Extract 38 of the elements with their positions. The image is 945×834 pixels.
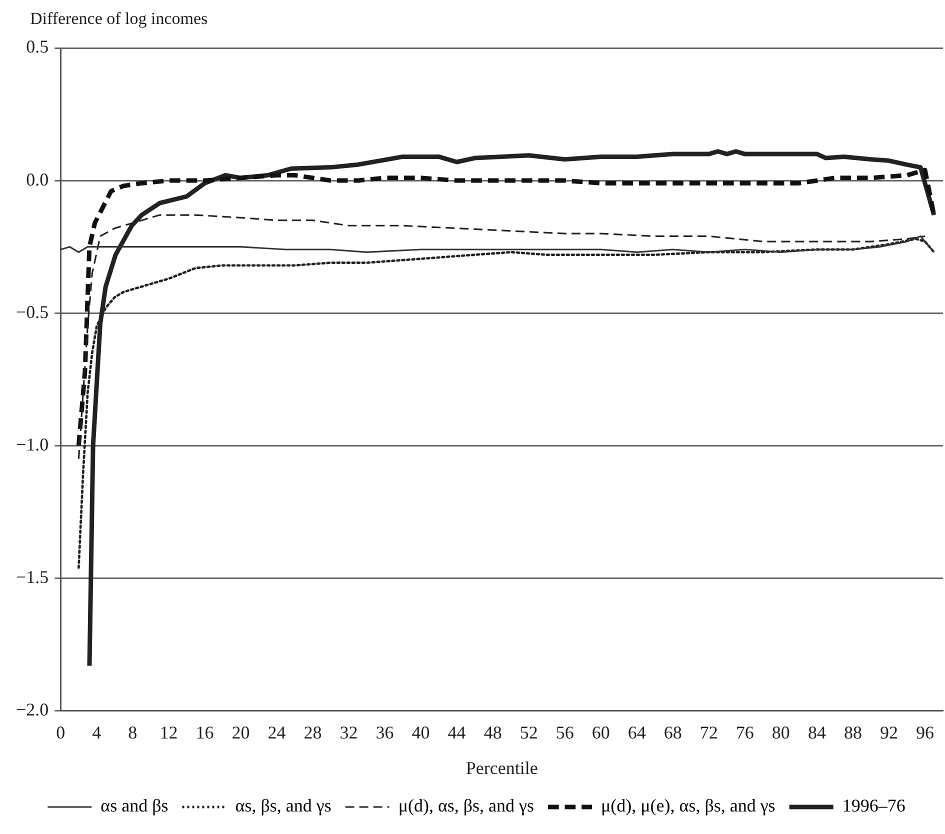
- y-tick-label: 0.0: [26, 169, 49, 190]
- x-tick-label: 40: [412, 722, 430, 742]
- legend-label: αs, βs, and γs: [235, 796, 332, 816]
- x-tick-label: 20: [232, 722, 250, 742]
- x-tick-label: 96: [916, 722, 934, 742]
- x-tick-label: 56: [556, 722, 574, 742]
- legend-label: 1996–76: [842, 796, 906, 816]
- x-tick-label: 48: [484, 722, 502, 742]
- x-tick-label: 8: [128, 722, 138, 742]
- x-tick-label: 88: [844, 722, 862, 742]
- legend-label: μ(d), αs, βs, and γs: [398, 796, 534, 816]
- x-tick-label: 92: [880, 722, 898, 742]
- x-tick-label: 60: [592, 722, 610, 742]
- x-tick-label: 44: [448, 722, 466, 742]
- x-tick-label: 36: [376, 722, 394, 742]
- x-tick-label: 68: [664, 722, 682, 742]
- x-tick-label: 28: [304, 722, 322, 742]
- y-axis-title: Difference of log incomes: [30, 9, 208, 28]
- y-tick-label: −1.5: [16, 566, 49, 587]
- x-axis-title: Percentile: [466, 758, 538, 778]
- x-tick-label: 52: [520, 722, 538, 742]
- x-tick-label: 76: [736, 722, 754, 742]
- x-tick-label: 72: [700, 722, 718, 742]
- x-tick-label: 84: [808, 722, 826, 742]
- y-tick-label: −2.0: [16, 700, 49, 720]
- y-tick-label: 0.5: [26, 36, 49, 57]
- x-tick-label: 0: [56, 722, 66, 742]
- x-tick-label: 4: [92, 722, 102, 742]
- x-tick-label: 12: [160, 722, 178, 742]
- x-tick-label: 32: [340, 722, 358, 742]
- legend-label: αs and βs: [100, 796, 168, 816]
- x-tick-label: 24: [268, 722, 286, 742]
- y-tick-label: −0.5: [16, 302, 49, 322]
- x-tick-label: 80: [772, 722, 790, 742]
- x-tick-label: 64: [628, 722, 646, 742]
- y-tick-label: −1.0: [16, 434, 49, 454]
- x-tick-label: 16: [196, 722, 214, 742]
- legend-label: μ(d), μ(e), αs, βs, and γs: [601, 796, 776, 816]
